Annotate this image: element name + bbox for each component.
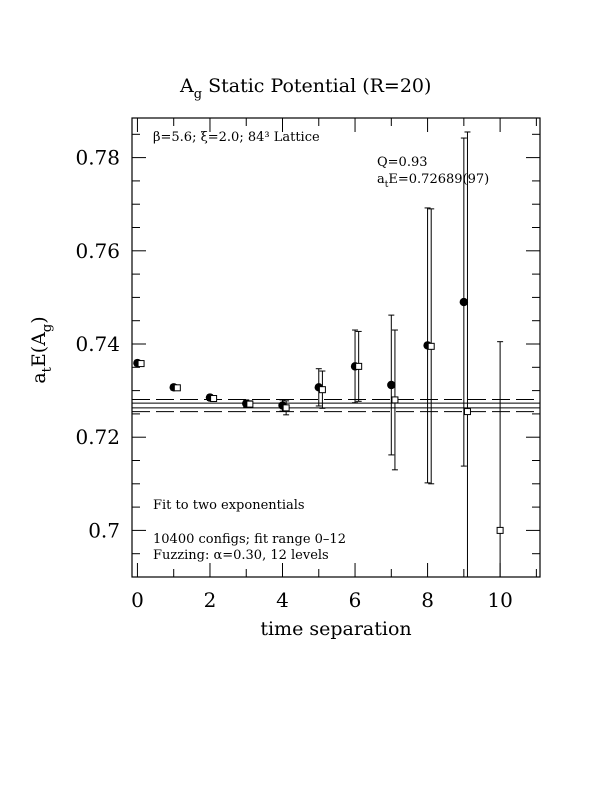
data-point-square: [282, 404, 290, 412]
fuzzing-annotation: Fuzzing: α=0.30, 12 levels: [153, 548, 329, 563]
data-point-square: [355, 362, 363, 370]
axis-ticks: [132, 118, 540, 577]
data-point-square: [246, 400, 254, 408]
x-tick-label: 6: [349, 588, 362, 612]
x-tick-label: 8: [421, 588, 434, 612]
data-point-circle: [459, 297, 469, 307]
data-point-circle: [387, 380, 396, 390]
y-tick-label: 0.74: [75, 332, 120, 356]
data-point-square: [318, 386, 326, 394]
lattice-annotation: β=5.6; ξ=2.0; 84³ Lattice: [153, 130, 320, 145]
x-tick-label: 4: [276, 588, 289, 612]
y-tick-label: 0.76: [75, 239, 120, 263]
configs-annotation: 10400 configs; fit range 0–12: [153, 532, 346, 547]
chart-title: Ag Static Potential (R=20): [179, 75, 431, 102]
y-axis-label: atE(Ag): [28, 316, 55, 383]
y-tick-label: 0.72: [75, 425, 120, 449]
tick-labels: 0 2 4 6 8 10 0.7 0.72 0.74 0.76 0.78: [75, 146, 512, 612]
data-point-square: [173, 384, 181, 392]
y-tick-label: 0.78: [75, 146, 120, 170]
x-tick-label: 2: [204, 588, 217, 612]
data-point-square: [137, 360, 145, 368]
x-axis-label: time separation: [260, 618, 411, 640]
plot-frame: [131, 117, 541, 578]
data-point-square: [427, 342, 435, 350]
q-annotation: Q=0.93: [377, 155, 428, 170]
data-point-square: [210, 395, 218, 403]
data-point-square: [391, 396, 399, 404]
x-tick-label: 10: [487, 588, 512, 612]
fit-lines: [132, 398, 540, 413]
x-tick-label: 0: [131, 588, 144, 612]
ate-annotation: atE=0.72689(97): [377, 172, 489, 190]
fit-annotation: Fit to two exponentials: [153, 498, 305, 513]
y-tick-label: 0.7: [88, 518, 120, 542]
data-point-square: [463, 408, 471, 416]
data-markers: [133, 297, 504, 534]
data-point-square: [496, 526, 504, 534]
